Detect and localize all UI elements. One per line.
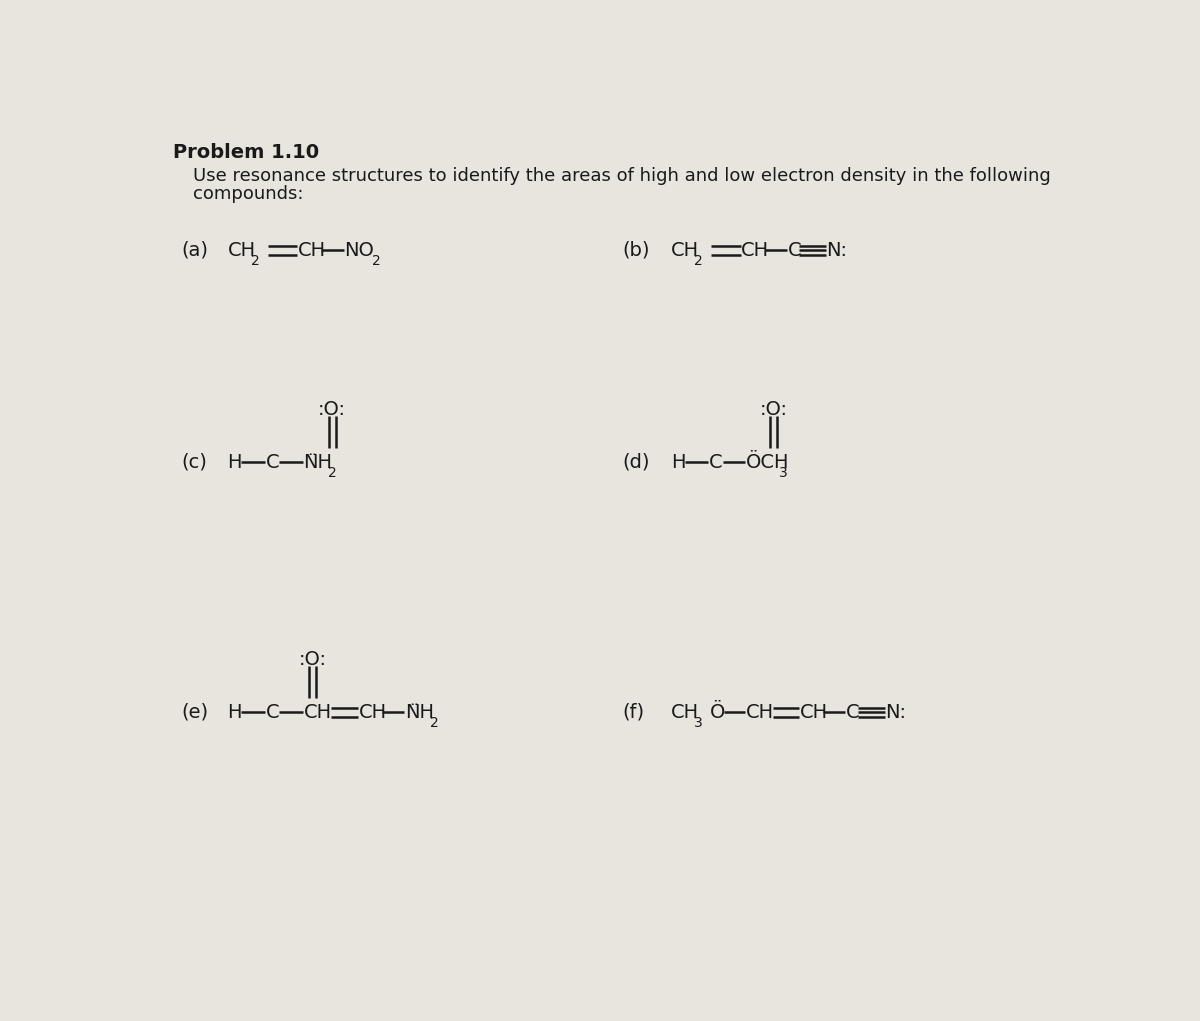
Text: N:: N: [886,702,906,722]
Text: 3: 3 [779,466,787,480]
Text: (d): (d) [623,452,650,472]
Text: (e): (e) [181,702,208,722]
Text: (c): (c) [181,452,206,472]
Text: 2: 2 [329,466,337,480]
Text: CH: CH [298,241,326,259]
Text: 2: 2 [251,254,259,269]
Text: CH: CH [671,702,698,722]
Text: Ö: Ö [709,702,725,722]
Text: CH: CH [359,702,386,722]
Text: C: C [788,241,802,259]
Text: N̈H: N̈H [404,702,434,722]
Text: (a): (a) [181,241,208,259]
Text: (f): (f) [623,702,644,722]
Text: :O:: :O: [299,650,326,670]
Text: C: C [846,702,859,722]
Text: CH: CH [800,702,828,722]
Text: C: C [709,452,722,472]
Text: CH: CH [228,241,256,259]
Text: H: H [228,452,242,472]
Text: N:: N: [827,241,847,259]
Text: CH: CH [746,702,774,722]
Text: CH: CH [742,241,769,259]
Text: 2: 2 [694,254,703,269]
Text: 3: 3 [694,716,703,730]
Text: 2: 2 [372,254,380,269]
Text: Use resonance structures to identify the areas of high and low electron density : Use resonance structures to identify the… [193,166,1050,185]
Text: H: H [228,702,242,722]
Text: compounds:: compounds: [193,185,304,203]
Text: (b): (b) [623,241,650,259]
Text: Problem 1.10: Problem 1.10 [173,143,319,162]
Text: N̈H: N̈H [304,452,332,472]
Text: NO: NO [344,241,374,259]
Text: 2: 2 [430,716,438,730]
Text: C: C [265,702,280,722]
Text: H: H [671,452,685,472]
Text: C: C [265,452,280,472]
Text: CH: CH [671,241,698,259]
Text: :O:: :O: [760,400,788,420]
Text: ÖCH: ÖCH [746,452,790,472]
Text: :O:: :O: [318,400,346,420]
Text: CH: CH [304,702,331,722]
